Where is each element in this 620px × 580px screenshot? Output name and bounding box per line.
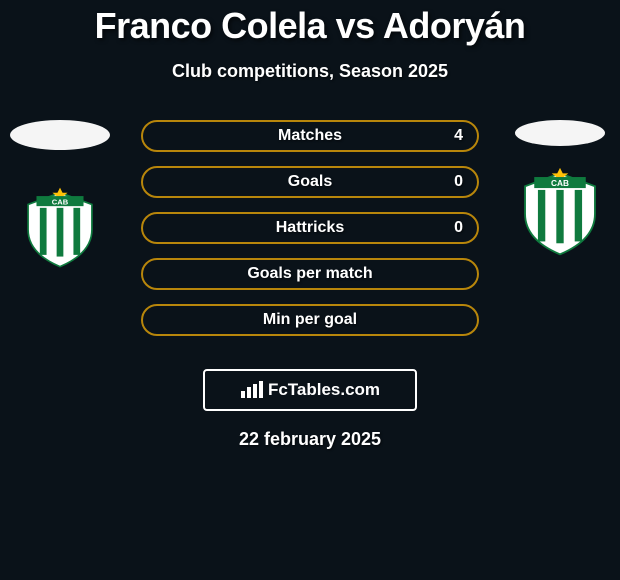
club-badge-icon: CAB bbox=[10, 186, 110, 270]
badge-initials: CAB bbox=[52, 197, 69, 206]
page-subtitle: Club competitions, Season 2025 bbox=[0, 61, 620, 82]
stat-label: Goals bbox=[288, 173, 332, 191]
stat-value-right: 4 bbox=[454, 127, 463, 145]
footer-date: 22 february 2025 bbox=[0, 429, 620, 450]
stat-label: Hattricks bbox=[276, 219, 344, 237]
comparison-body: CAB Matches 4 Goals 0 Hattricks 0 Goals … bbox=[0, 120, 620, 365]
bar-chart-icon bbox=[240, 381, 264, 399]
stat-row-goals-per-match: Goals per match bbox=[141, 258, 479, 290]
stat-row-min-per-goal: Min per goal bbox=[141, 304, 479, 336]
stat-row-goals: Goals 0 bbox=[141, 166, 479, 198]
player-right-club-badge: CAB bbox=[505, 166, 615, 258]
stat-rows: Matches 4 Goals 0 Hattricks 0 Goals per … bbox=[141, 120, 479, 336]
player-right-avatar-placeholder bbox=[515, 120, 605, 146]
stat-value-right: 0 bbox=[454, 173, 463, 191]
stat-row-hattricks: Hattricks 0 bbox=[141, 212, 479, 244]
club-badge-icon: CAB bbox=[505, 166, 615, 258]
player-left-column: CAB bbox=[0, 120, 120, 270]
player-left-club-badge: CAB bbox=[10, 186, 110, 270]
stat-value-right: 0 bbox=[454, 219, 463, 237]
brand-text: FcTables.com bbox=[268, 380, 380, 400]
badge-initials: CAB bbox=[551, 179, 569, 188]
comparison-panel: Franco Colela vs Adoryán Club competitio… bbox=[0, 0, 620, 450]
player-left-avatar-placeholder bbox=[10, 120, 110, 150]
branding-box[interactable]: FcTables.com bbox=[203, 369, 417, 411]
page-title: Franco Colela vs Adoryán bbox=[0, 5, 620, 47]
stat-label: Min per goal bbox=[263, 311, 357, 329]
player-right-column: CAB bbox=[500, 120, 620, 258]
stat-row-matches: Matches 4 bbox=[141, 120, 479, 152]
stat-label: Goals per match bbox=[247, 265, 372, 283]
stat-label: Matches bbox=[278, 127, 342, 145]
